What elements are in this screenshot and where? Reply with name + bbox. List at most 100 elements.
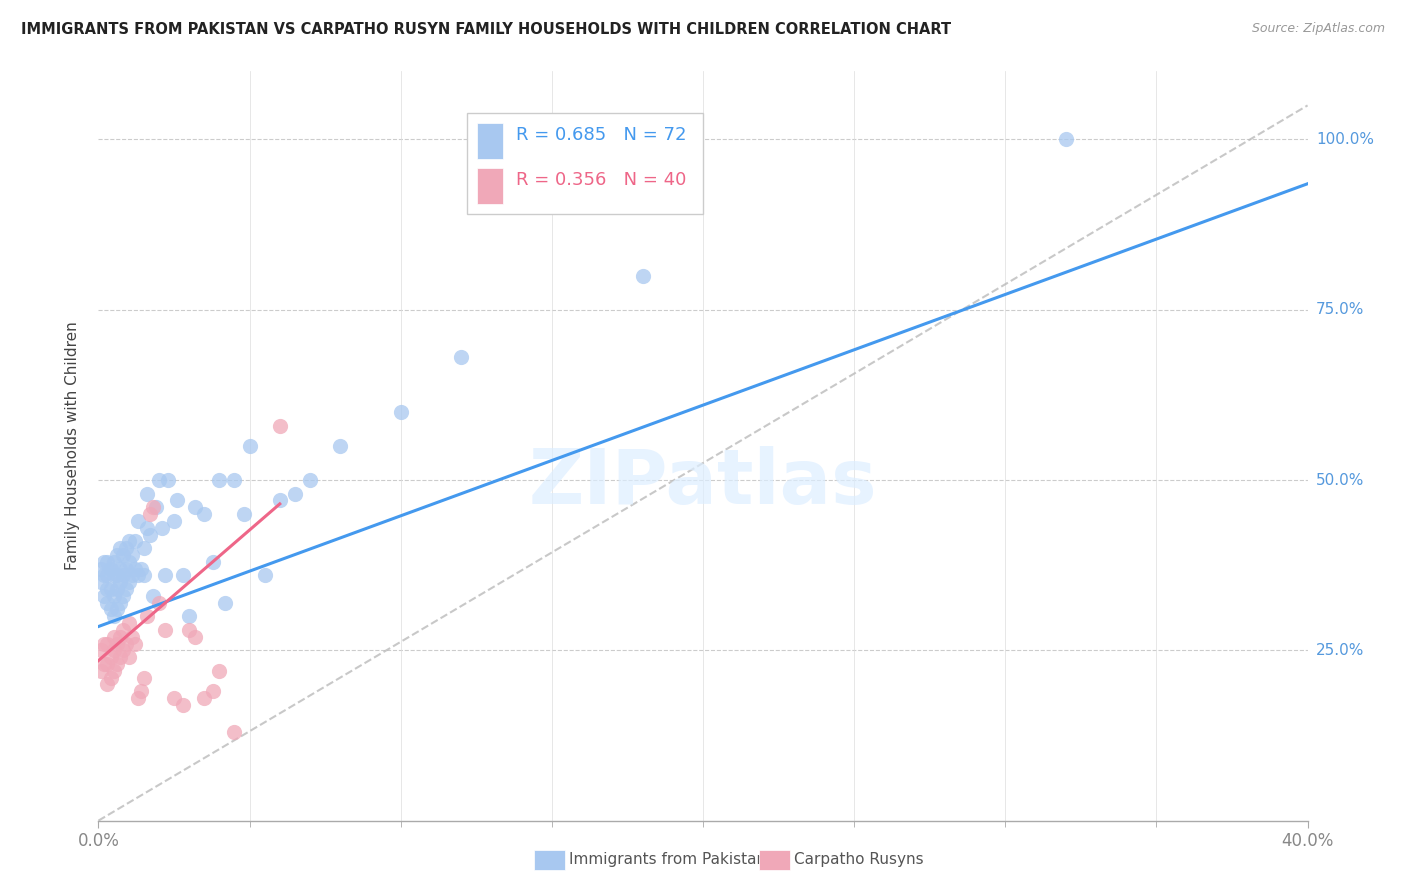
Point (114, 582, 136, 596)
Point (111, 548, 134, 562)
Point (132, 671, 155, 685)
Y-axis label: Family Households with Children: Family Households with Children (65, 322, 80, 570)
Text: R = 0.356   N = 40: R = 0.356 N = 40 (516, 171, 686, 189)
Point (139, 507, 162, 521)
Point (103, 609, 125, 624)
Point (135, 609, 157, 624)
Point (202, 555, 225, 569)
Point (239, 439, 262, 453)
Point (172, 568, 194, 582)
Point (93, 657, 115, 671)
Text: Immigrants from Pakistan: Immigrants from Pakistan (569, 853, 766, 867)
Point (90, 664, 112, 678)
Text: 75.0%: 75.0% (1316, 302, 1364, 318)
Point (114, 541, 136, 556)
Text: ZIPatlas: ZIPatlas (529, 447, 877, 520)
Point (111, 623, 134, 637)
Point (118, 650, 141, 665)
Point (121, 548, 143, 562)
Text: 25.0%: 25.0% (1316, 643, 1364, 657)
Point (96, 677, 118, 691)
Point (127, 691, 149, 706)
Point (108, 541, 131, 556)
Point (299, 473, 322, 487)
Point (163, 691, 186, 706)
Point (142, 589, 165, 603)
Point (100, 650, 122, 665)
Point (103, 630, 125, 644)
Text: IMMIGRANTS FROM PAKISTAN VS CARPATHO RUSYN FAMILY HOUSEHOLDS WITH CHILDREN CORRE: IMMIGRANTS FROM PAKISTAN VS CARPATHO RUS… (21, 22, 952, 37)
Point (124, 534, 146, 549)
Point (96, 582, 118, 596)
Point (153, 623, 176, 637)
Point (105, 568, 128, 582)
Point (111, 568, 134, 582)
Point (111, 589, 134, 603)
Point (163, 514, 186, 528)
Point (105, 657, 128, 671)
Point (127, 514, 149, 528)
Point (148, 596, 170, 610)
Point (132, 568, 155, 582)
Point (121, 630, 143, 644)
Point (90, 643, 112, 657)
Point (105, 582, 128, 596)
Point (224, 473, 246, 487)
Point (105, 602, 128, 616)
Point (108, 650, 131, 665)
Point (166, 493, 188, 508)
Point (127, 568, 149, 582)
Point (105, 636, 128, 650)
Text: Source: ZipAtlas.com: Source: ZipAtlas.com (1251, 22, 1385, 36)
Point (100, 582, 122, 596)
FancyBboxPatch shape (477, 123, 503, 159)
Point (135, 521, 157, 535)
Text: Carpatho Rusyns: Carpatho Rusyns (794, 853, 924, 867)
Point (93, 636, 115, 650)
Point (172, 698, 194, 712)
Point (1054, 132, 1077, 146)
Point (103, 643, 125, 657)
Point (208, 664, 231, 678)
Point (184, 630, 207, 644)
Point (269, 418, 291, 433)
Point (329, 439, 352, 453)
Point (145, 500, 167, 515)
Point (135, 486, 157, 500)
Point (142, 500, 165, 515)
Point (103, 568, 125, 582)
Point (389, 405, 412, 419)
Point (132, 541, 155, 556)
Point (93, 555, 115, 569)
Point (105, 548, 128, 562)
Point (208, 473, 231, 487)
Point (118, 616, 141, 631)
Point (103, 589, 125, 603)
Point (108, 596, 131, 610)
Point (179, 609, 201, 624)
Point (269, 493, 291, 508)
Text: R = 0.685   N = 72: R = 0.685 N = 72 (516, 126, 686, 144)
Point (214, 596, 236, 610)
Point (124, 636, 146, 650)
Point (153, 568, 176, 582)
Point (100, 671, 122, 685)
Point (450, 351, 472, 365)
Point (90, 575, 112, 590)
Point (150, 521, 173, 535)
Point (100, 561, 122, 575)
Point (108, 630, 131, 644)
Point (118, 575, 141, 590)
Point (284, 486, 307, 500)
Point (118, 534, 141, 549)
Point (148, 473, 170, 487)
Point (111, 643, 134, 657)
Point (96, 636, 118, 650)
FancyBboxPatch shape (467, 112, 703, 214)
Point (139, 527, 162, 541)
Point (103, 664, 125, 678)
Point (253, 568, 276, 582)
Point (100, 602, 122, 616)
Point (232, 507, 254, 521)
FancyBboxPatch shape (477, 168, 503, 204)
